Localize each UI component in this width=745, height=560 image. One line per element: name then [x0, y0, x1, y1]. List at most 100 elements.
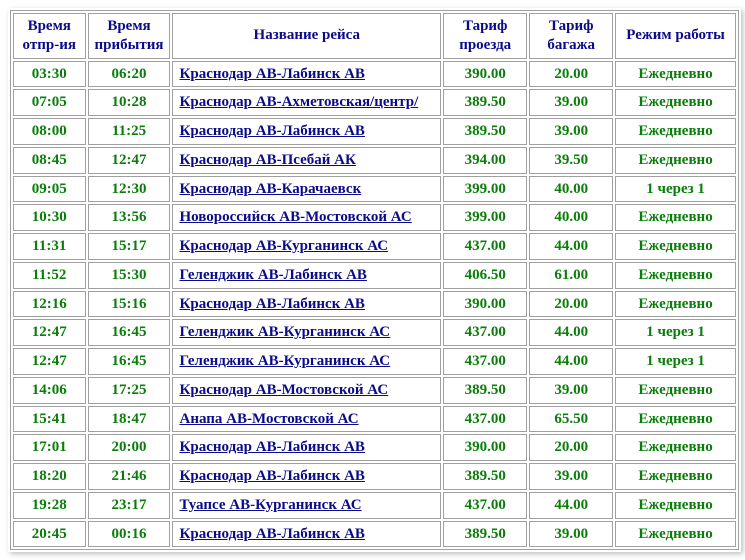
cell-bag: 40.00: [529, 176, 613, 203]
cell-arr: 17:25: [88, 377, 171, 404]
route-link[interactable]: Краснодар АВ-Лабинск АВ: [179, 439, 364, 455]
cell-fare: 437.00: [443, 233, 527, 260]
col-header-arr: Время прибытия: [88, 13, 171, 59]
route-link[interactable]: Анапа АВ-Мостовской АС: [179, 411, 358, 427]
cell-arr: 11:25: [88, 118, 171, 145]
cell-route: Краснодар АВ-Ахметовская/центр/: [172, 89, 441, 116]
table-row: 14:0617:25Краснодар АВ-Мостовской АС389.…: [13, 377, 736, 404]
route-link[interactable]: Геленджик АВ-Курганинск АС: [179, 353, 390, 369]
table-row: 12:4716:45Геленджик АВ-Курганинск АС437.…: [13, 348, 736, 375]
cell-sched: Ежедневно: [615, 89, 736, 116]
cell-arr: 15:30: [88, 262, 171, 289]
cell-route: Краснодар АВ-Лабинск АВ: [172, 521, 441, 548]
cell-dep: 11:52: [13, 262, 86, 289]
cell-sched: Ежедневно: [615, 463, 736, 490]
cell-dep: 18:20: [13, 463, 86, 490]
cell-bag: 44.00: [529, 492, 613, 519]
schedule-table: Время отпр-ия Время прибытия Название ре…: [10, 10, 739, 550]
cell-sched: Ежедневно: [615, 406, 736, 433]
cell-dep: 20:45: [13, 521, 86, 548]
route-link[interactable]: Геленджик АВ-Лабинск АВ: [179, 267, 366, 283]
route-link[interactable]: Туапсе АВ-Курганинск АС: [179, 497, 361, 513]
cell-bag: 20.00: [529, 61, 613, 88]
cell-route: Новороссийск АВ-Мостовской АС: [172, 204, 441, 231]
cell-sched: Ежедневно: [615, 262, 736, 289]
route-link[interactable]: Краснодар АВ-Курганинск АС: [179, 238, 388, 254]
col-header-route: Название рейса: [172, 13, 441, 59]
table-row: 19:2823:17 Туапсе АВ-Курганинск АС 437.004…: [13, 492, 736, 519]
table-row: 20:4500:16Краснодар АВ-Лабинск АВ389.503…: [13, 521, 736, 548]
cell-dep: 08:45: [13, 147, 86, 174]
cell-sched: Ежедневно: [615, 61, 736, 88]
route-link[interactable]: Краснодар АВ-Лабинск АВ: [179, 526, 364, 542]
route-link[interactable]: Краснодар АВ-Лабинск АВ: [179, 296, 364, 312]
route-link[interactable]: Краснодар АВ-Лабинск АВ: [179, 123, 364, 139]
table-row: 18:2021:46Краснодар АВ-Лабинск АВ389.503…: [13, 463, 736, 490]
cell-bag: 39.50: [529, 147, 613, 174]
table-row: 12:4716:45Геленджик АВ-Курганинск АС437.…: [13, 319, 736, 346]
cell-sched: Ежедневно: [615, 118, 736, 145]
cell-bag: 65.50: [529, 406, 613, 433]
header-row: Время отпр-ия Время прибытия Название ре…: [13, 13, 736, 59]
cell-bag: 44.00: [529, 233, 613, 260]
cell-sched: Ежедневно: [615, 492, 736, 519]
cell-arr: 13:56: [88, 204, 171, 231]
cell-route: Туапсе АВ-Курганинск АС: [172, 492, 441, 519]
route-link[interactable]: Краснодар АВ-Мостовской АС: [179, 382, 388, 398]
cell-bag: 20.00: [529, 434, 613, 461]
table-row: 12:1615:16 Краснодар АВ-Лабинск АВ 390.002…: [13, 291, 736, 318]
cell-fare: 437.00: [443, 406, 527, 433]
cell-dep: 19:28: [13, 492, 86, 519]
cell-dep: 12:47: [13, 348, 86, 375]
cell-arr: 21:46: [88, 463, 171, 490]
cell-dep: 17:01: [13, 434, 86, 461]
cell-dep: 15:41: [13, 406, 86, 433]
cell-bag: 61.00: [529, 262, 613, 289]
col-header-sched: Режим работы: [615, 13, 736, 59]
cell-arr: 15:17: [88, 233, 171, 260]
route-link[interactable]: Краснодар АВ-Лабинск АВ: [179, 468, 364, 484]
cell-sched: Ежедневно: [615, 434, 736, 461]
cell-sched: 1 через 1: [615, 319, 736, 346]
cell-bag: 39.00: [529, 463, 613, 490]
cell-fare: 390.00: [443, 291, 527, 318]
col-header-fare: Тариф проезда: [443, 13, 527, 59]
cell-dep: 03:30: [13, 61, 86, 88]
cell-bag: 40.00: [529, 204, 613, 231]
route-link[interactable]: Краснодар АВ-Псебай АК: [179, 152, 355, 168]
cell-fare: 394.00: [443, 147, 527, 174]
cell-fare: 437.00: [443, 348, 527, 375]
cell-arr: 18:47: [88, 406, 171, 433]
schedule-body: 03:3006:20Краснодар АВ-Лабинск АВ390.002…: [13, 61, 736, 548]
cell-sched: 1 через 1: [615, 176, 736, 203]
route-link[interactable]: Краснодар АВ-Карачаевск: [179, 181, 361, 197]
cell-route: Геленджик АВ-Курганинск АС: [172, 348, 441, 375]
cell-arr: 23:17: [88, 492, 171, 519]
cell-fare: 406.50: [443, 262, 527, 289]
cell-sched: 1 через 1: [615, 348, 736, 375]
cell-bag: 39.00: [529, 118, 613, 145]
cell-route: Краснодар АВ-Лабинск АВ: [172, 463, 441, 490]
cell-fare: 437.00: [443, 319, 527, 346]
cell-arr: 12:47: [88, 147, 171, 174]
cell-arr: 00:16: [88, 521, 171, 548]
cell-dep: 12:16: [13, 291, 86, 318]
cell-sched: Ежедневно: [615, 377, 736, 404]
route-link[interactable]: Новороссийск АВ-Мостовской АС: [179, 209, 411, 225]
cell-route: Краснодар АВ-Лабинск АВ: [172, 61, 441, 88]
table-row: 03:3006:20Краснодар АВ-Лабинск АВ390.002…: [13, 61, 736, 88]
cell-sched: Ежедневно: [615, 233, 736, 260]
route-link[interactable]: Геленджик АВ-Курганинск АС: [179, 324, 390, 340]
col-header-bag: Тариф багажа: [529, 13, 613, 59]
cell-arr: 15:16: [88, 291, 171, 318]
route-link[interactable]: Краснодар АВ-Ахметовская/центр/: [179, 94, 418, 110]
cell-route: Краснодар АВ-Карачаевск: [172, 176, 441, 203]
route-link[interactable]: Краснодар АВ-Лабинск АВ: [179, 66, 364, 82]
cell-route: Геленджик АВ-Курганинск АС: [172, 319, 441, 346]
cell-arr: 20:00: [88, 434, 171, 461]
cell-bag: 20.00: [529, 291, 613, 318]
cell-fare: 437.00: [443, 492, 527, 519]
cell-arr: 12:30: [88, 176, 171, 203]
table-row: 11:5215:30 Геленджик АВ-Лабинск АВ 406.506…: [13, 262, 736, 289]
cell-route: Краснодар АВ-Лабинск АВ: [172, 118, 441, 145]
